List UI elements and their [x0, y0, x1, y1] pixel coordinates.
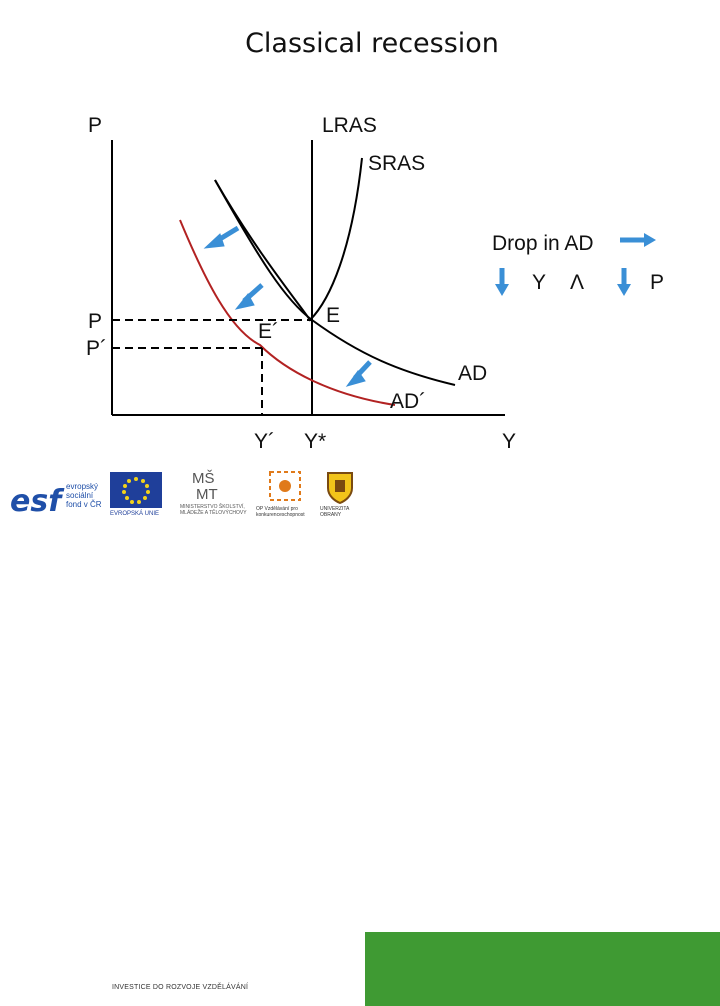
- uni-logo: UNIVERZITA OBRANY: [318, 468, 362, 522]
- op-logo: OP Vzdělávání pro konkurenceschopnost: [256, 468, 314, 522]
- y-axis-label: P: [88, 114, 103, 137]
- down-arrow-y-head-icon: [495, 284, 509, 296]
- eu-logo-caption: EVROPSKÁ UNIE: [110, 511, 160, 517]
- p-label: P: [88, 310, 103, 333]
- annotation-arrows: [495, 233, 656, 296]
- uni-shield-icon: [327, 472, 353, 504]
- e-label: E: [326, 304, 341, 327]
- op-emblem-icon: [269, 471, 301, 501]
- eu-logo: EVROPSKÁ UNIE: [110, 470, 165, 522]
- sras-label: SRAS: [368, 152, 426, 175]
- footer-tagline: INVESTICE DO ROZVOJE VZDĚLÁVÁNÍ: [112, 984, 249, 991]
- footer-green-band: [365, 932, 720, 1006]
- p-new-label: P´: [86, 337, 107, 360]
- annotation-y-label: Y: [532, 271, 547, 294]
- annotation-and-label: Λ: [570, 271, 585, 294]
- eu-flag-icon: [110, 472, 162, 508]
- ad-new-curve: [179, 219, 396, 406]
- msmt-logo: MŠ MT MINISTERSTVO ŠKOLSTVÍ, MLÁDEŽE A T…: [180, 468, 256, 520]
- esf-logo-caption: evropský sociální fond v ČR: [66, 482, 102, 509]
- down-arrow-p-head-icon: [617, 284, 631, 296]
- esf-logo-text: esf: [10, 484, 62, 519]
- ad-new-label: AD´: [390, 390, 427, 413]
- x-axis-label: Y: [502, 430, 517, 453]
- drop-in-ad-label: Drop in AD: [492, 232, 594, 255]
- economics-diagram: [111, 140, 656, 416]
- eu-stars-icon: [122, 477, 150, 504]
- svg-text:MŠ: MŠ: [192, 470, 215, 487]
- y-star-label: Y*: [304, 430, 327, 453]
- ad-curve: [214, 179, 456, 386]
- page-title: Classical recession: [245, 28, 499, 59]
- msmt-emblem-icon: MŠ MT: [192, 470, 218, 502]
- annotation-p-label: P: [650, 271, 665, 294]
- op-logo-caption: OP Vzdělávání pro konkurenceschopnost: [256, 506, 305, 518]
- uni-logo-caption: UNIVERZITA OBRANY: [320, 506, 350, 518]
- svg-text:MT: MT: [196, 486, 218, 502]
- esf-logo: esf evropský sociální fond v ČR: [10, 470, 102, 519]
- ad-label: AD: [458, 362, 488, 385]
- shift-arrow-3-head-icon: [345, 370, 366, 387]
- shift-arrow-2-head-icon: [234, 293, 255, 310]
- right-arrow-head-icon: [644, 233, 656, 247]
- shift-arrows: [203, 225, 372, 387]
- e-new-label: E´: [258, 320, 279, 343]
- footer: esf evropský sociální fond v ČR EVROPSKÁ…: [0, 466, 720, 1006]
- shift-arrow-1-head-icon: [203, 233, 225, 249]
- lras-label: LRAS: [322, 114, 377, 137]
- msmt-logo-caption: MINISTERSTVO ŠKOLSTVÍ, MLÁDEŽE A TĚLOVÝC…: [180, 504, 247, 516]
- y-new-label: Y´: [254, 430, 275, 453]
